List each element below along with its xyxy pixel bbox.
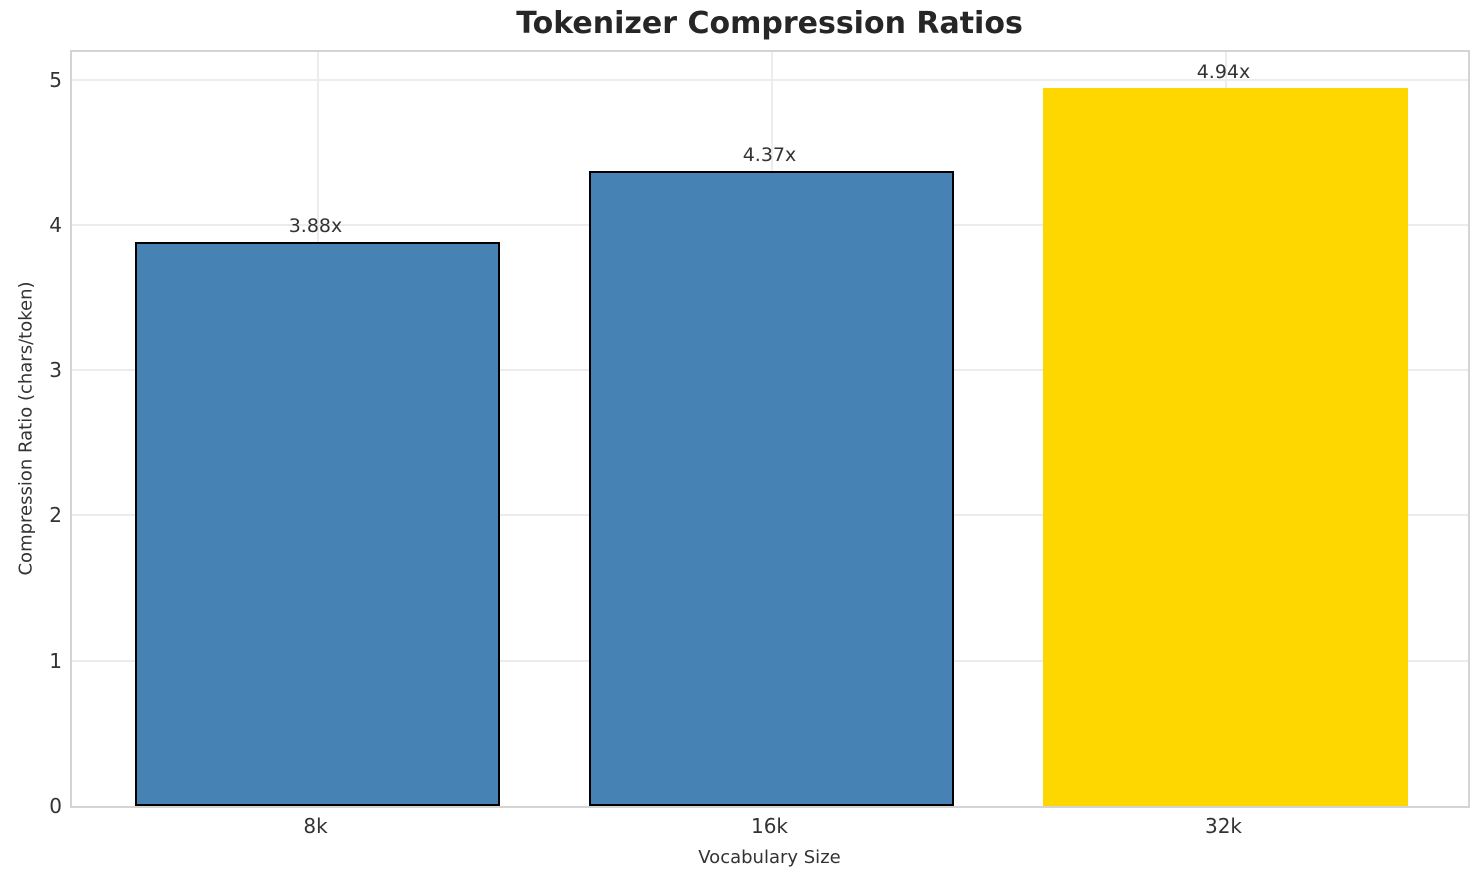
- gridline-horizontal: [72, 78, 1468, 81]
- bar-value-label-32k: 4.94x: [1196, 61, 1251, 84]
- bar-value-label-8k: 3.88x: [288, 215, 343, 238]
- x-tick-label-32k: 32k: [1204, 814, 1243, 838]
- y-tick-label-5: 5: [49, 67, 62, 92]
- y-tick-label-0: 0: [49, 794, 62, 818]
- x-tick-label-16k: 16k: [750, 814, 789, 838]
- x-axis-label: Vocabulary Size: [698, 847, 841, 868]
- bar-16k: [589, 171, 954, 806]
- y-tick-label-4: 4: [49, 212, 62, 237]
- bar-value-label-16k: 4.37x: [742, 144, 797, 167]
- y-tick-label-3: 3: [49, 358, 62, 383]
- y-tick-label-1: 1: [49, 648, 62, 673]
- x-tick-label-8k: 8k: [303, 814, 328, 838]
- chart-title: Tokenizer Compression Ratios: [516, 6, 1023, 41]
- plot-area: [70, 50, 1470, 808]
- y-axis-label: Compression Ratio (chars/token): [15, 281, 37, 576]
- bar-8k: [135, 242, 500, 806]
- y-tick-label-2: 2: [49, 503, 62, 528]
- bar-32k: [1043, 88, 1408, 806]
